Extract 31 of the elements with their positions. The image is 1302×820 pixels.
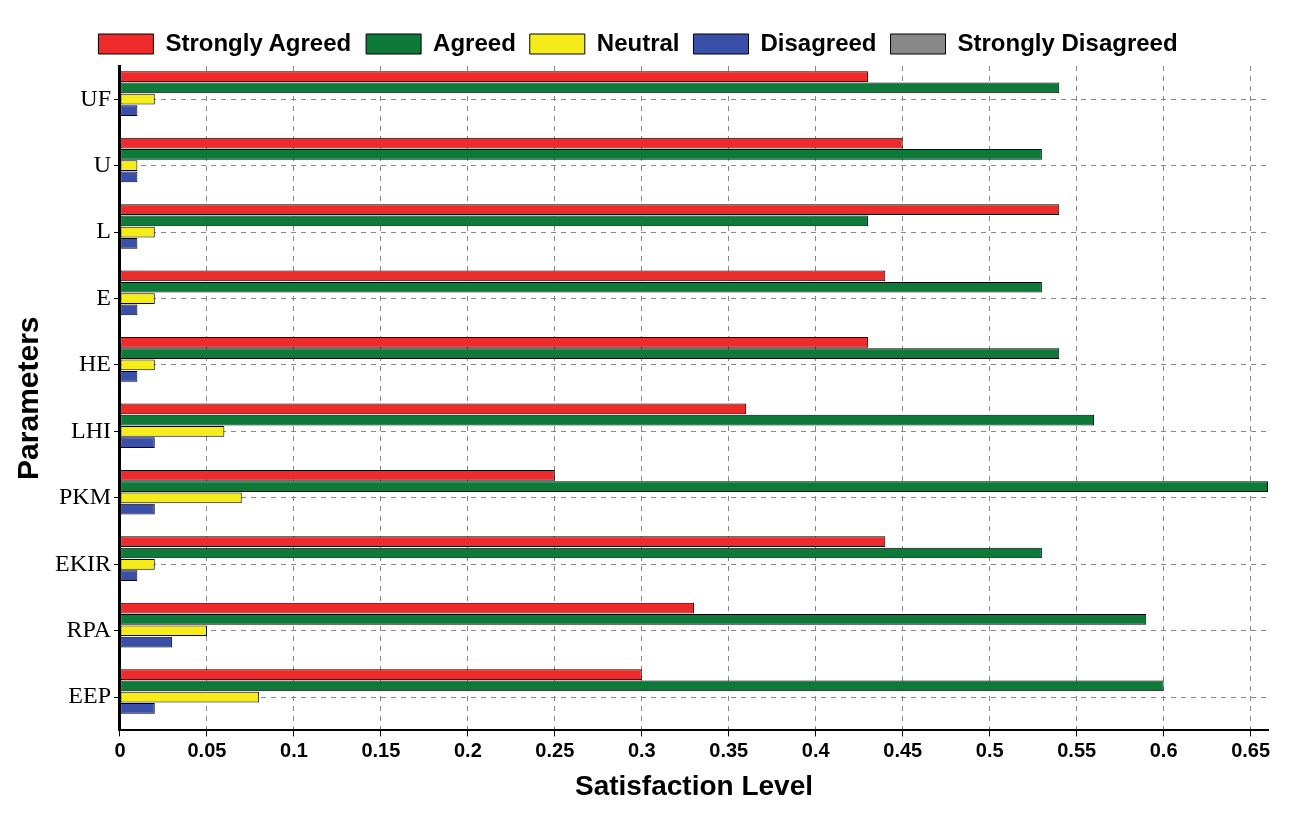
y-tick-label: HE [78,350,111,377]
x-tick-label: 0.5 [975,738,1004,761]
y-tick-label: RPA [66,616,112,643]
x-tick-label: 0.2 [453,738,482,761]
y-tick-label: E [96,283,111,310]
legend-label: Strongly Agreed [165,28,352,56]
x-tick-label: 0.15 [361,738,401,761]
legend-label: Disagreed [760,28,877,56]
x-tick-label: 0.4 [801,738,831,761]
legend-label: Agreed [433,28,516,56]
y-tick-label: L [96,217,111,244]
x-tick-label: 0.55 [1057,738,1097,761]
y-tick-label: EKIR [54,549,111,576]
y-tick-label: LHI [71,416,111,443]
x-tick-label: 0.25 [535,738,575,761]
legend-label: Neutral [596,28,680,56]
x-tick-label: 0.3 [627,738,656,761]
x-tick-label: 0.45 [883,738,923,761]
y-axis-title: Parameters [11,316,45,480]
x-tick-label: 0.6 [1149,738,1178,761]
y-tick-label: U [93,150,111,177]
x-tick-label: 0 [114,738,126,761]
y-tick-label: PKM [58,483,111,510]
y-tick-label: EEP [68,682,111,709]
x-axis-title: Satisfaction Level [574,769,814,801]
y-tick-label: UF [80,84,111,111]
x-tick-label: 0.05 [187,738,227,761]
legend-label: Strongly Disagreed [957,28,1178,56]
x-tick-label: 0.65 [1231,738,1271,761]
x-tick-label: 0.1 [280,738,308,761]
x-tick-label: 0.35 [709,738,749,761]
